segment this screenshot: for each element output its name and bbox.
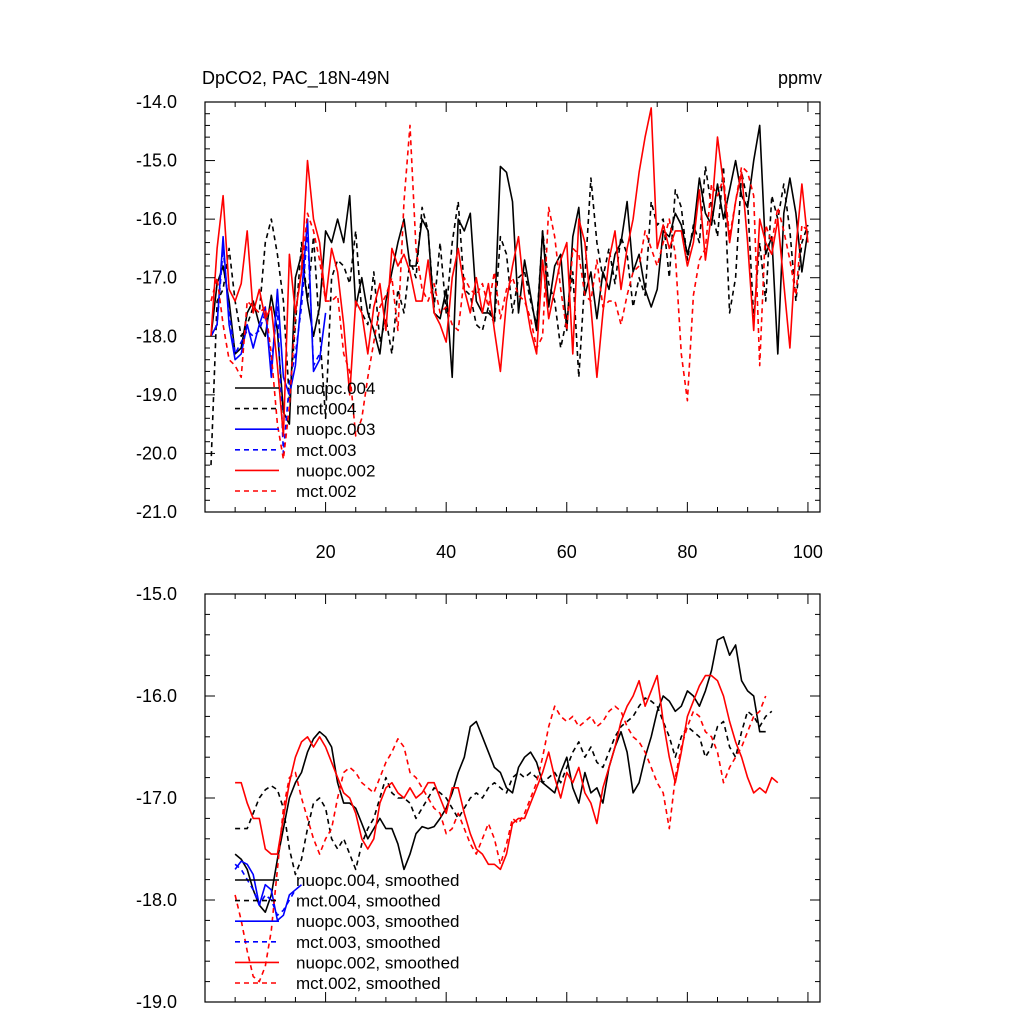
y-tick-label: -16.0	[136, 209, 177, 229]
series-lines	[210, 107, 809, 466]
y-tick-label: -19.0	[136, 385, 177, 405]
series-line-nuopc-003	[210, 218, 327, 396]
legend-label: nuopc.002, smoothed	[296, 953, 460, 972]
plot-frame	[204, 101, 821, 513]
units-label: ppmv	[778, 68, 822, 88]
x-tick-label: 100	[793, 542, 823, 562]
legend-label: mct.004	[296, 400, 356, 419]
legend-label: nuopc.002	[296, 461, 375, 480]
x-tick-label: 20	[316, 542, 336, 562]
legend-label: nuopc.003, smoothed	[296, 912, 460, 931]
bottom-panel: -19.0 -18.0 -17.0 -16.0 -15.0 nuopc.004, smoo…	[136, 584, 821, 1012]
series-lines	[234, 635, 779, 983]
x-tick-label: 40	[436, 542, 456, 562]
legend-label: mct.003	[296, 441, 356, 460]
series-line-mct-004	[210, 165, 809, 466]
y-tick-label: -18.0	[136, 890, 177, 910]
series-line-nuopc-004	[210, 124, 809, 425]
legend-label: mct.002	[296, 482, 356, 501]
y-tick-label: -16.0	[136, 686, 177, 706]
x-tick-label: 80	[677, 542, 697, 562]
series-line-nuopc-004-smoothed	[234, 635, 766, 914]
y-tick-label: -15.0	[136, 584, 177, 604]
y-tick-label: -20.0	[136, 443, 177, 463]
series-line-mct-002	[210, 124, 809, 461]
chart-title: DpCO2, PAC_18N-49N	[202, 68, 390, 89]
y-tick-label: -21.0	[136, 502, 177, 522]
legend-label: mct.004, smoothed	[296, 892, 441, 911]
series-line-nuopc-002-smoothed	[235, 674, 779, 871]
y-tick-label: -17.0	[136, 268, 177, 288]
x-tick-label: 60	[557, 542, 577, 562]
y-tick-label: -15.0	[136, 151, 177, 171]
legend-label: nuopc.003	[296, 420, 375, 439]
series-line-mct-003	[210, 230, 321, 455]
top-panel: -21.0 -20.0 -19.0 -18.0 -17.0 -16.0 -15.0 -14.0…	[136, 92, 823, 562]
series-line-nuopc-003-smoothed	[234, 860, 303, 922]
legend-label: mct.002, smoothed	[296, 974, 441, 993]
legend-label: nuopc.004	[296, 379, 375, 398]
y-tick-label: -18.0	[136, 326, 177, 346]
legend-label: nuopc.004, smoothed	[296, 871, 460, 890]
y-tick-label: -19.0	[136, 992, 177, 1012]
y-tick-label: -17.0	[136, 788, 177, 808]
legend-label: mct.003, smoothed	[296, 933, 441, 952]
y-tick-label: -14.0	[136, 92, 177, 112]
series-line-mct-002-smoothed	[234, 695, 767, 983]
